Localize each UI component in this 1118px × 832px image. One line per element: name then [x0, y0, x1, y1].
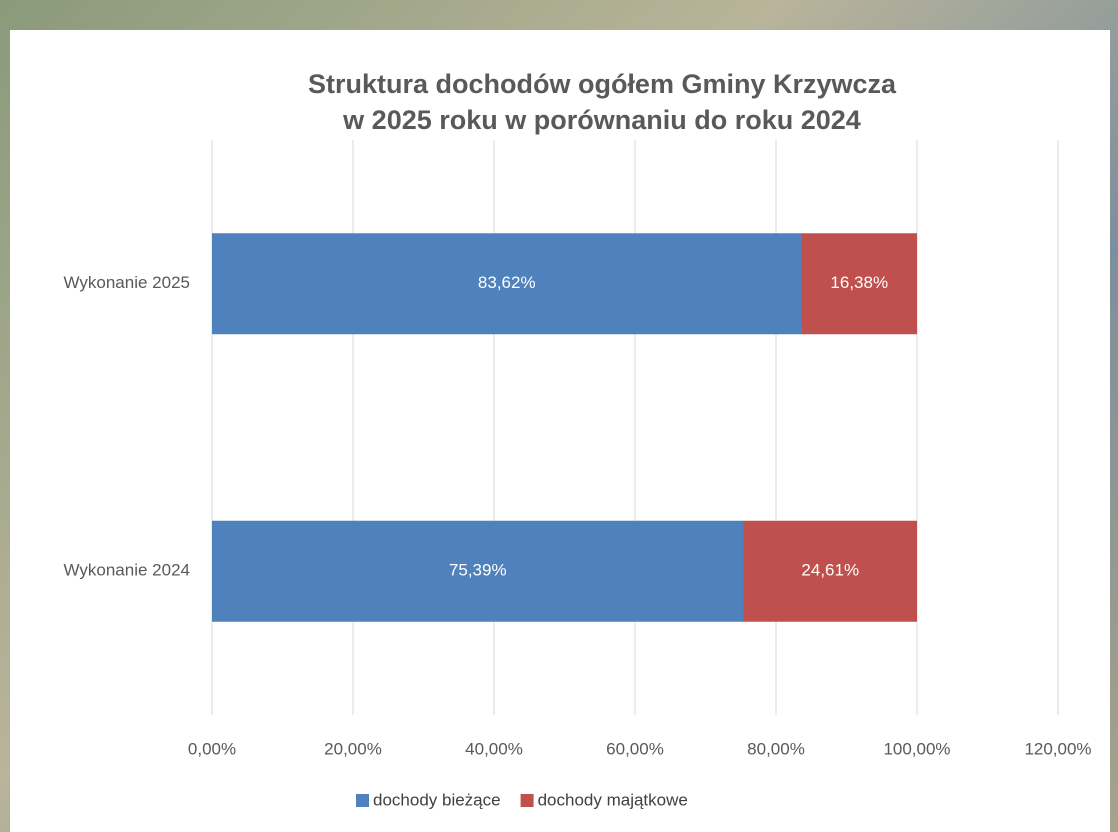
chart-panel: [10, 30, 1110, 832]
bar-segment: [743, 520, 917, 622]
y-tick-label: Wykonanie 2025: [64, 273, 191, 292]
data-label: 24,61%: [801, 561, 859, 580]
x-tick-label: 40,00%: [465, 739, 523, 758]
x-tick-label: 120,00%: [1024, 739, 1091, 758]
data-label: 16,38%: [830, 273, 888, 292]
bar-segment: [212, 520, 744, 622]
legend-swatch: [356, 794, 369, 807]
x-tick-label: 100,00%: [883, 739, 950, 758]
x-tick-label: 80,00%: [747, 739, 805, 758]
legend-swatch: [520, 794, 534, 807]
x-tick-label: 20,00%: [324, 739, 382, 758]
legend-label: dochody majątkowe: [538, 790, 688, 809]
bar-segment: [212, 233, 802, 335]
y-tick-label: Wykonanie 2024: [64, 561, 191, 580]
data-label: 83,62%: [478, 273, 536, 292]
x-tick-label: 0,00%: [188, 739, 236, 758]
chart-title: Struktura dochodów ogółem Gminy Krzywcza: [308, 69, 897, 99]
data-label: 75,39%: [449, 561, 507, 580]
x-tick-label: 60,00%: [606, 739, 664, 758]
bar-segment: [801, 233, 917, 335]
chart-title: w 2025 roku w porównaniu do roku 2024: [342, 105, 861, 135]
legend-label: dochody bieżące: [373, 790, 501, 809]
